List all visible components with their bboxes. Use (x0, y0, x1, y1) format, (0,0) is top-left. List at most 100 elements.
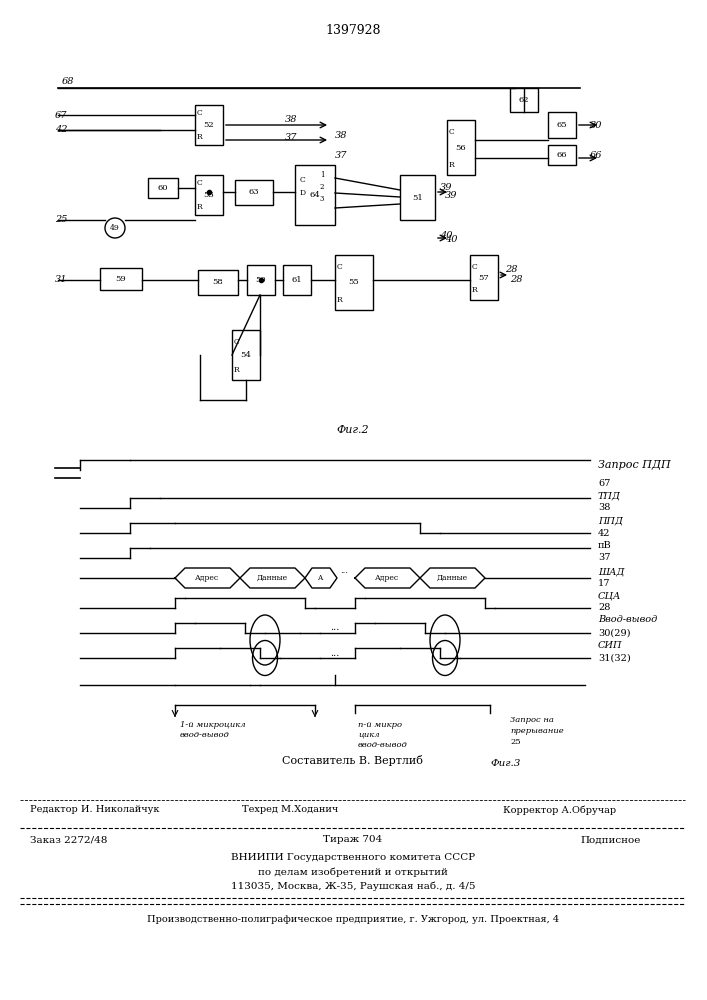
Text: 37: 37 (598, 554, 611, 562)
Text: ввод-вывод: ввод-вывод (358, 741, 408, 749)
Text: Ввод-вывод: Ввод-вывод (598, 615, 658, 624)
Text: 31: 31 (55, 275, 67, 284)
Bar (195, 105, 223, 145)
Text: 37: 37 (285, 132, 298, 141)
Text: 28: 28 (510, 275, 522, 284)
Text: ППД: ППД (598, 516, 623, 526)
Bar (548, 145, 576, 165)
Bar (235, 180, 273, 205)
Text: 64: 64 (310, 191, 320, 199)
Text: 51: 51 (412, 194, 423, 202)
Text: Техред М.Ходанич: Техред М.Ходанич (242, 806, 338, 814)
Text: 52: 52 (204, 121, 214, 129)
Text: 30(29): 30(29) (598, 629, 631, 638)
Text: 66: 66 (556, 151, 567, 159)
Text: 1-й микроцикл: 1-й микроцикл (180, 721, 245, 729)
Bar (195, 175, 223, 215)
Bar (470, 255, 498, 300)
Bar (232, 330, 260, 380)
Text: 38: 38 (285, 115, 298, 124)
Text: 1397928: 1397928 (325, 23, 381, 36)
Bar (510, 88, 538, 112)
Text: 38: 38 (335, 130, 348, 139)
Text: 63: 63 (249, 188, 259, 196)
Text: C: C (300, 176, 305, 184)
Text: C: C (337, 263, 343, 271)
Text: C: C (197, 179, 203, 187)
Text: R: R (337, 296, 343, 304)
Text: 1: 1 (320, 171, 325, 179)
Text: D: D (300, 189, 306, 197)
Bar (198, 270, 238, 295)
Text: 17: 17 (598, 578, 611, 587)
Text: 49: 49 (110, 224, 120, 232)
Text: Подписное: Подписное (580, 836, 641, 844)
Text: 28: 28 (598, 603, 610, 612)
Text: ...: ... (330, 648, 339, 658)
Text: 37: 37 (335, 150, 348, 159)
Text: 3: 3 (320, 195, 325, 203)
Text: ШАД: ШАД (598, 568, 624, 576)
Text: Адрес: Адрес (195, 574, 219, 582)
Text: п-й микро: п-й микро (358, 721, 402, 729)
Text: Редактор И. Николайчук: Редактор И. Николайчук (30, 806, 160, 814)
Text: Составитель В. Вертлиб: Составитель В. Вертлиб (283, 754, 423, 766)
Text: 38: 38 (598, 504, 610, 512)
Text: 50: 50 (256, 276, 267, 284)
Text: 53: 53 (204, 191, 214, 199)
Bar (148, 178, 178, 198)
Text: 67: 67 (55, 110, 67, 119)
Text: 42: 42 (598, 528, 611, 538)
Text: Данные: Данные (436, 574, 467, 582)
Text: 42: 42 (55, 125, 67, 134)
Text: 25: 25 (510, 738, 520, 746)
Bar (400, 175, 435, 220)
Text: 57: 57 (479, 273, 489, 282)
Text: Данные: Данные (257, 574, 288, 582)
Text: R: R (472, 286, 478, 294)
Text: 25: 25 (55, 216, 67, 225)
Text: 39: 39 (445, 190, 457, 200)
Text: R: R (197, 203, 203, 211)
Text: Запрос ПДП: Запрос ПДП (598, 460, 671, 470)
Bar (283, 265, 311, 295)
Text: прерывание: прерывание (510, 727, 563, 735)
Text: C: C (197, 109, 203, 117)
Text: Производственно-полиграфическое предприятие, г. Ужгород, ул. Проектная, 4: Производственно-полиграфическое предприя… (147, 916, 559, 924)
Text: пВ: пВ (598, 542, 612, 550)
Text: C: C (234, 338, 240, 346)
Text: ...: ... (330, 624, 339, 633)
Bar (100, 268, 142, 290)
Text: 61: 61 (292, 276, 303, 284)
Text: 40: 40 (440, 231, 452, 239)
Text: C: C (449, 128, 455, 136)
Text: 28: 28 (505, 265, 518, 274)
Text: 68: 68 (62, 78, 74, 87)
Text: Тираж 704: Тираж 704 (323, 836, 382, 844)
Text: ...: ... (340, 567, 348, 575)
Text: 30: 30 (590, 120, 602, 129)
Bar (447, 120, 475, 175)
Bar (295, 165, 335, 225)
Text: 59: 59 (116, 275, 127, 283)
Text: 67: 67 (598, 479, 610, 488)
Text: 54: 54 (240, 351, 252, 359)
Text: 65: 65 (556, 121, 567, 129)
Bar (548, 112, 576, 138)
Bar (335, 255, 373, 310)
Text: 56: 56 (456, 143, 467, 151)
Text: 2: 2 (320, 183, 325, 191)
Text: R: R (197, 133, 203, 141)
Text: Фиг.3: Фиг.3 (490, 758, 520, 768)
Text: А: А (318, 574, 324, 582)
Text: Адрес: Адрес (375, 574, 399, 582)
Text: 55: 55 (349, 278, 359, 286)
Bar (247, 265, 275, 295)
Text: цикл: цикл (358, 731, 380, 739)
Text: СЦА: СЦА (598, 591, 621, 600)
Text: 62: 62 (519, 96, 530, 104)
Text: 58: 58 (213, 278, 223, 286)
Text: 31(32): 31(32) (598, 654, 631, 662)
Text: 40: 40 (445, 235, 457, 244)
Text: 66: 66 (590, 150, 602, 159)
